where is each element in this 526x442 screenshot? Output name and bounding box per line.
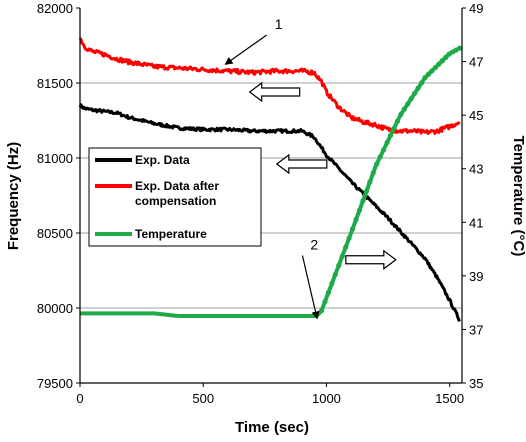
y-tick-label: 81500 [37, 76, 73, 91]
temperature-point [456, 45, 463, 51]
temperature-point [329, 280, 335, 287]
temperature-point [370, 170, 376, 176]
temperature-point [339, 253, 345, 259]
direction-arrows [248, 81, 397, 270]
direction-arrow-left [275, 153, 328, 175]
y2-tick-label: 35 [469, 376, 483, 391]
series-line-exp-data-after-compensation [78, 37, 461, 135]
y2-tick-label: 39 [469, 269, 483, 284]
temperature-point [336, 262, 342, 268]
temperature-point [408, 96, 414, 102]
y-tick-label: 81000 [37, 151, 73, 166]
temperature-point [346, 235, 352, 241]
axes [76, 7, 466, 387]
y2-axis-title: Temperature (°C) [510, 136, 526, 257]
temperature-point [353, 217, 359, 223]
temperature-point [360, 198, 366, 204]
x-tick-label: 0 [76, 391, 83, 406]
y2-tick-label: 49 [469, 1, 483, 16]
annotation-pointer [224, 34, 268, 65]
temperature-point [332, 271, 338, 278]
series-line-exp-data [78, 103, 461, 322]
temperature-point [318, 308, 325, 314]
temperature-point [384, 140, 390, 146]
y2-tick-label: 45 [469, 108, 483, 123]
temperature-point [425, 71, 432, 77]
y2-tick-label: 37 [469, 322, 483, 337]
y-tick-label: 80000 [37, 301, 73, 316]
temperature-point [405, 101, 411, 107]
temperature-point [367, 179, 373, 185]
y-tick-label: 82000 [37, 1, 73, 16]
legend-label-line-2: compensation [135, 194, 216, 208]
temperature-point [436, 61, 442, 67]
y-axis-title: Frequency (Hz) [5, 142, 22, 250]
temperature-point [387, 132, 394, 139]
temperature-point [325, 289, 332, 296]
y2-tick-label: 47 [469, 55, 483, 70]
x-tick-label: 1500 [435, 391, 464, 406]
x-axis-title: Time (sec) [235, 419, 309, 436]
temperature-point [377, 154, 383, 160]
temperature-point [401, 106, 407, 112]
temperature-point [322, 299, 328, 305]
temperature-point [363, 188, 369, 195]
temperature-point [422, 75, 428, 81]
temperature-point [439, 58, 445, 64]
temperature-point [429, 68, 435, 74]
legend: Exp. Data Exp. Data after compensation T… [88, 147, 262, 247]
temperature-point [343, 244, 349, 250]
series-layer [78, 37, 463, 322]
temperature-point [412, 90, 418, 96]
legend-label-exp-data-compensated: Exp. Data after compensation [135, 179, 222, 208]
x-tick-label: 500 [192, 391, 214, 406]
temperature-point [381, 147, 387, 153]
y2-tick-label: 43 [469, 162, 483, 177]
temperature-point [356, 207, 363, 213]
legend-label-temperature: Temperature [135, 227, 207, 241]
temperature-point [391, 125, 397, 131]
temperature-point [418, 80, 425, 86]
legend-label-line-1: Exp. Data after [135, 179, 219, 193]
annotations: 12 [224, 16, 320, 320]
series-line-temperature [79, 46, 461, 318]
temperature-point [349, 226, 356, 232]
temperature-point [432, 64, 438, 71]
y-tick-label: 80500 [37, 226, 73, 241]
y2-tick-label: 41 [469, 215, 483, 230]
y-tick-label: 79500 [37, 376, 73, 391]
x-tick-label: 1000 [312, 391, 341, 406]
temperature-point [374, 161, 380, 167]
temperature-point [394, 118, 401, 124]
direction-arrow-left [248, 81, 301, 103]
annotation-label: 2 [310, 237, 318, 253]
temperature-point [415, 85, 421, 91]
legend-label-exp-data: Exp. Data [135, 153, 190, 167]
tick-labels: 0 500 1000 1500 79500 80000 80500 81000 81500 820… [37, 1, 484, 406]
legend-box [88, 147, 262, 247]
annotation-label: 1 [275, 16, 283, 32]
temperature-point [443, 54, 449, 60]
annotation-pointer [301, 255, 320, 320]
direction-arrow-right [345, 249, 397, 270]
temperature-point [398, 111, 404, 117]
